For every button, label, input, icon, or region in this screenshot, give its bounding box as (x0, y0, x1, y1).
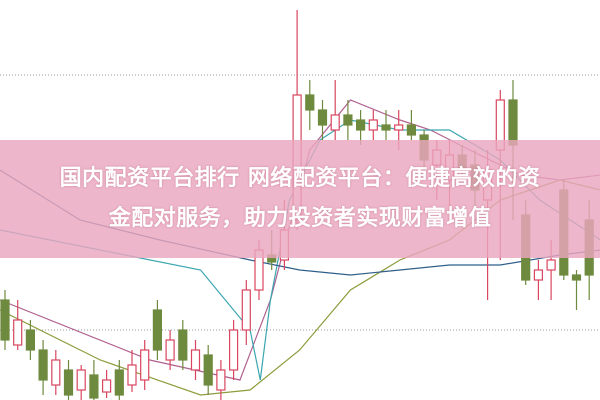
candle-body (63, 369, 74, 396)
candle-body (343, 114, 353, 126)
title-line-2: 金配对服务，助力投资者实现财富增值 (108, 206, 492, 231)
candle-body (190, 349, 201, 371)
candle-body (533, 269, 544, 281)
candle-body (241, 289, 251, 331)
candle-body (546, 259, 556, 271)
candle-body (127, 364, 137, 386)
candle-body (381, 124, 391, 131)
candle-body (25, 329, 35, 351)
title-line-1: 国内配资平台排行 网络配资平台：便捷高效的资 (59, 166, 541, 191)
candle-body (140, 349, 150, 381)
title-banner: 国内配资平台排行 网络配资平台：便捷高效的资 金配对服务，助力投资者实现财富增值 (0, 140, 600, 258)
candle-body (152, 309, 162, 351)
candle-body (51, 359, 61, 386)
candle-body (178, 329, 188, 361)
candle-body (317, 109, 328, 126)
candle-body (229, 329, 239, 371)
candle-body (216, 369, 226, 391)
candle-body (165, 339, 175, 361)
candle-body (406, 124, 416, 136)
candle-body (13, 319, 23, 346)
candle-body (76, 369, 86, 391)
candle-body (89, 374, 99, 399)
candle-body (0, 299, 10, 341)
candle-body (368, 119, 378, 131)
candle-body (330, 114, 340, 131)
candle-body (203, 354, 213, 386)
candle-body (114, 369, 124, 396)
candle-body (356, 119, 366, 131)
candle-body (305, 94, 315, 111)
candle-body (38, 349, 48, 381)
candle-body (571, 274, 582, 281)
candle-body (508, 99, 518, 146)
candle-body (101, 379, 112, 393)
candle-body (394, 124, 404, 131)
